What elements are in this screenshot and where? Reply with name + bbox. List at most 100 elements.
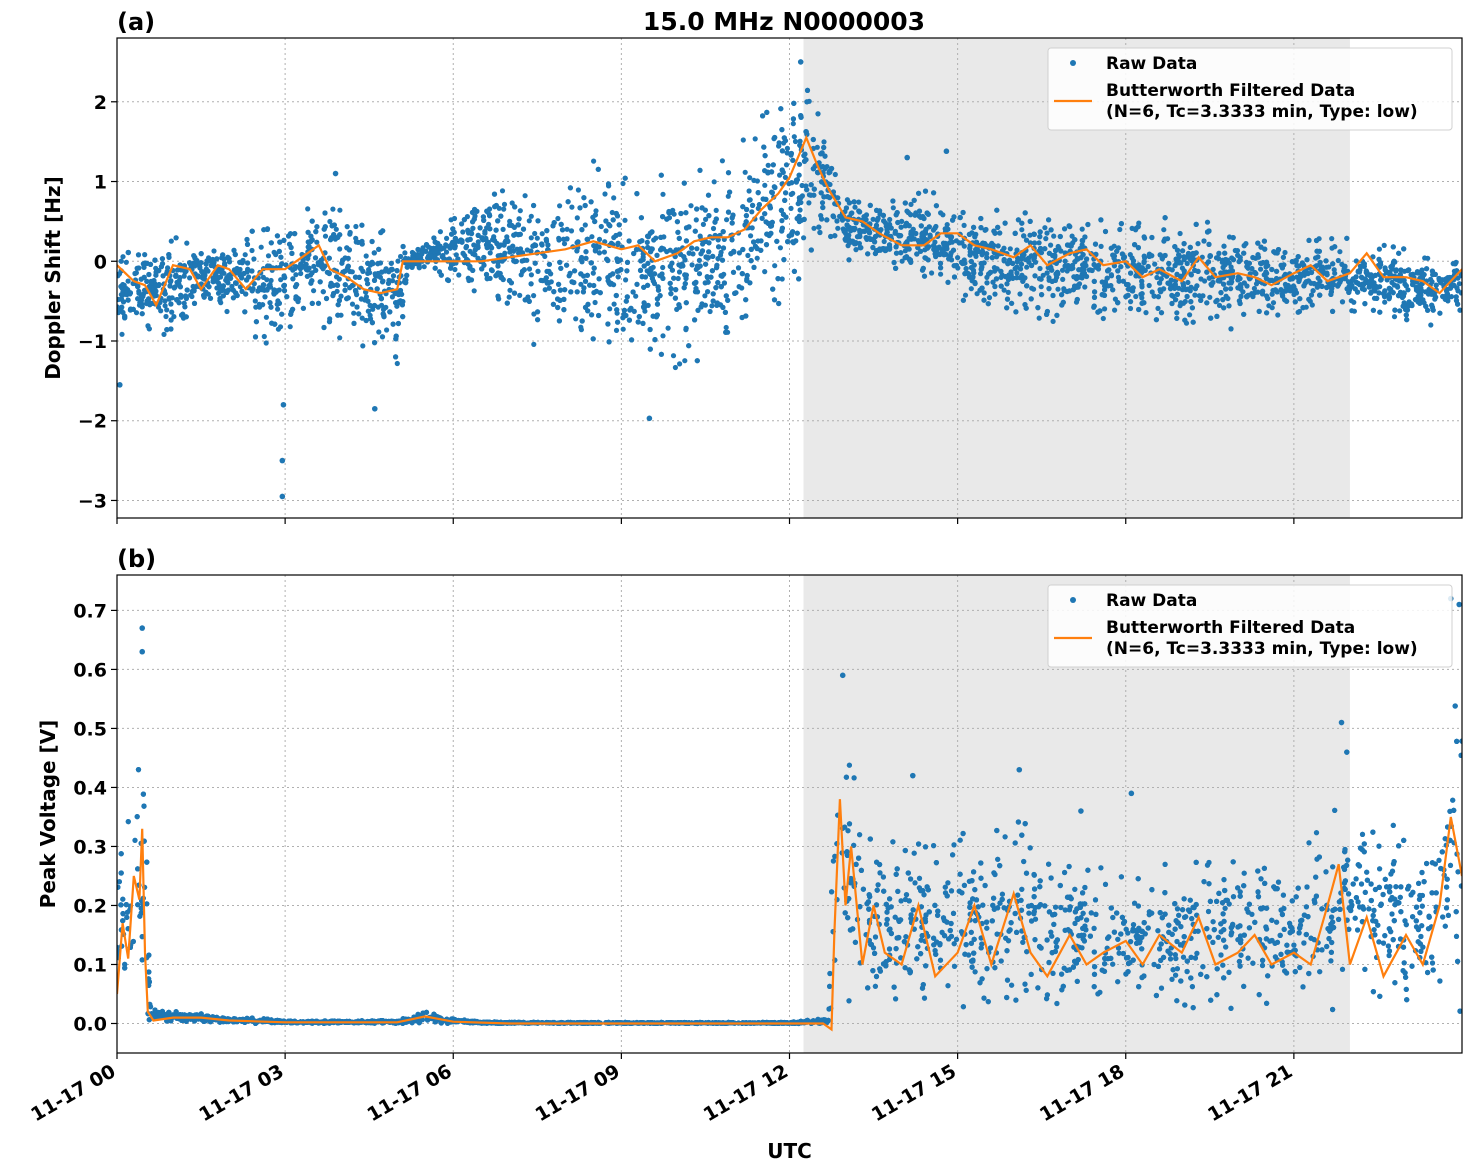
raw-data-point	[647, 326, 653, 333]
raw-data-point	[398, 253, 404, 260]
raw-data-point	[614, 268, 621, 274]
raw-data-point	[159, 256, 165, 262]
raw-data-point	[1162, 236, 1168, 242]
raw-data-point	[821, 144, 827, 151]
raw-data-point	[517, 292, 523, 298]
raw-data-point	[304, 273, 310, 279]
raw-data-point	[1403, 283, 1409, 289]
raw-data-point	[1361, 282, 1367, 288]
raw-data-point	[1194, 283, 1200, 289]
raw-data-point	[513, 258, 519, 264]
raw-data-point	[314, 224, 320, 230]
raw-data-point	[1187, 244, 1193, 250]
raw-data-point	[265, 253, 272, 259]
raw-data-point	[287, 324, 293, 330]
raw-data-point	[495, 253, 501, 259]
raw-data-point	[1228, 326, 1234, 332]
raw-data-point	[776, 143, 782, 149]
raw-data-point	[139, 311, 145, 317]
raw-data-point	[1055, 243, 1061, 250]
raw-data-point	[1177, 230, 1183, 237]
raw-data-point	[692, 280, 698, 286]
raw-data-point	[1210, 279, 1216, 286]
raw-data-point	[978, 215, 984, 222]
raw-data-point	[331, 290, 337, 297]
raw-data-point	[1269, 266, 1275, 273]
raw-data-point	[495, 218, 501, 224]
raw-data-point	[993, 276, 1000, 282]
raw-data-point	[1004, 296, 1011, 302]
raw-data-point	[1015, 217, 1022, 223]
raw-data-point	[711, 179, 717, 185]
raw-data-point	[289, 250, 295, 256]
raw-data-point	[1146, 282, 1152, 289]
raw-data-point	[774, 238, 780, 244]
raw-data-point	[273, 251, 279, 258]
raw-data-point	[720, 229, 726, 235]
raw-data-point	[998, 274, 1004, 280]
raw-data-point	[1372, 272, 1378, 278]
raw-data-point	[380, 278, 386, 284]
raw-data-point	[1055, 286, 1061, 292]
raw-data-point	[1036, 276, 1043, 282]
raw-data-point	[791, 268, 798, 274]
raw-data-point	[1032, 259, 1039, 265]
raw-data-point	[748, 233, 754, 239]
raw-data-point	[1397, 308, 1403, 314]
raw-data-point	[1166, 266, 1172, 272]
raw-data-point	[201, 294, 207, 300]
raw-data-point	[204, 258, 210, 264]
raw-data-point	[119, 331, 125, 337]
raw-data-point	[644, 239, 650, 245]
raw-data-point	[584, 272, 591, 278]
raw-data-point	[963, 266, 969, 272]
raw-data-point	[716, 244, 722, 250]
raw-data-point	[161, 331, 167, 337]
raw-data-point	[1319, 283, 1325, 289]
raw-data-point	[245, 260, 251, 266]
raw-data-point	[128, 306, 134, 312]
raw-data-point	[796, 161, 803, 167]
raw-data-point	[367, 316, 374, 322]
raw-data-point	[363, 296, 369, 302]
raw-data-point	[763, 242, 770, 248]
raw-data-point	[1216, 250, 1222, 256]
raw-data-point	[443, 249, 450, 255]
raw-data-point	[487, 226, 493, 232]
raw-data-point	[669, 267, 676, 273]
raw-data-point	[1082, 284, 1088, 290]
raw-data-point	[337, 232, 343, 238]
raw-data-point	[759, 215, 765, 221]
raw-data-point	[579, 227, 585, 233]
raw-data-point	[140, 261, 146, 267]
raw-data-point	[1405, 267, 1411, 274]
raw-data-point	[275, 306, 281, 312]
raw-data-point	[309, 300, 315, 306]
raw-data-point	[1263, 275, 1269, 282]
raw-data-point	[817, 229, 823, 236]
raw-data-point	[682, 281, 688, 287]
raw-data-point	[902, 223, 909, 229]
raw-data-point	[739, 271, 745, 277]
raw-data-point	[1081, 270, 1087, 276]
raw-data-point	[1091, 303, 1097, 309]
raw-data-point	[472, 213, 478, 219]
raw-data-point	[681, 285, 687, 291]
raw-data-point	[342, 282, 348, 288]
raw-data-point	[932, 225, 938, 231]
raw-data-point	[189, 288, 195, 294]
raw-data-point	[393, 336, 399, 342]
raw-data-point	[749, 209, 755, 215]
raw-data-point	[1250, 293, 1256, 300]
raw-data-point	[1359, 286, 1365, 292]
raw-data-point	[1433, 282, 1439, 288]
raw-data-point	[260, 302, 266, 308]
raw-data-point	[801, 153, 807, 159]
raw-data-point	[1252, 269, 1258, 276]
raw-data-point	[582, 202, 588, 209]
raw-data-point	[852, 241, 859, 247]
raw-data-point	[315, 300, 322, 306]
raw-data-point	[506, 278, 513, 284]
raw-data-point	[1139, 295, 1145, 301]
raw-data-point	[162, 291, 168, 297]
